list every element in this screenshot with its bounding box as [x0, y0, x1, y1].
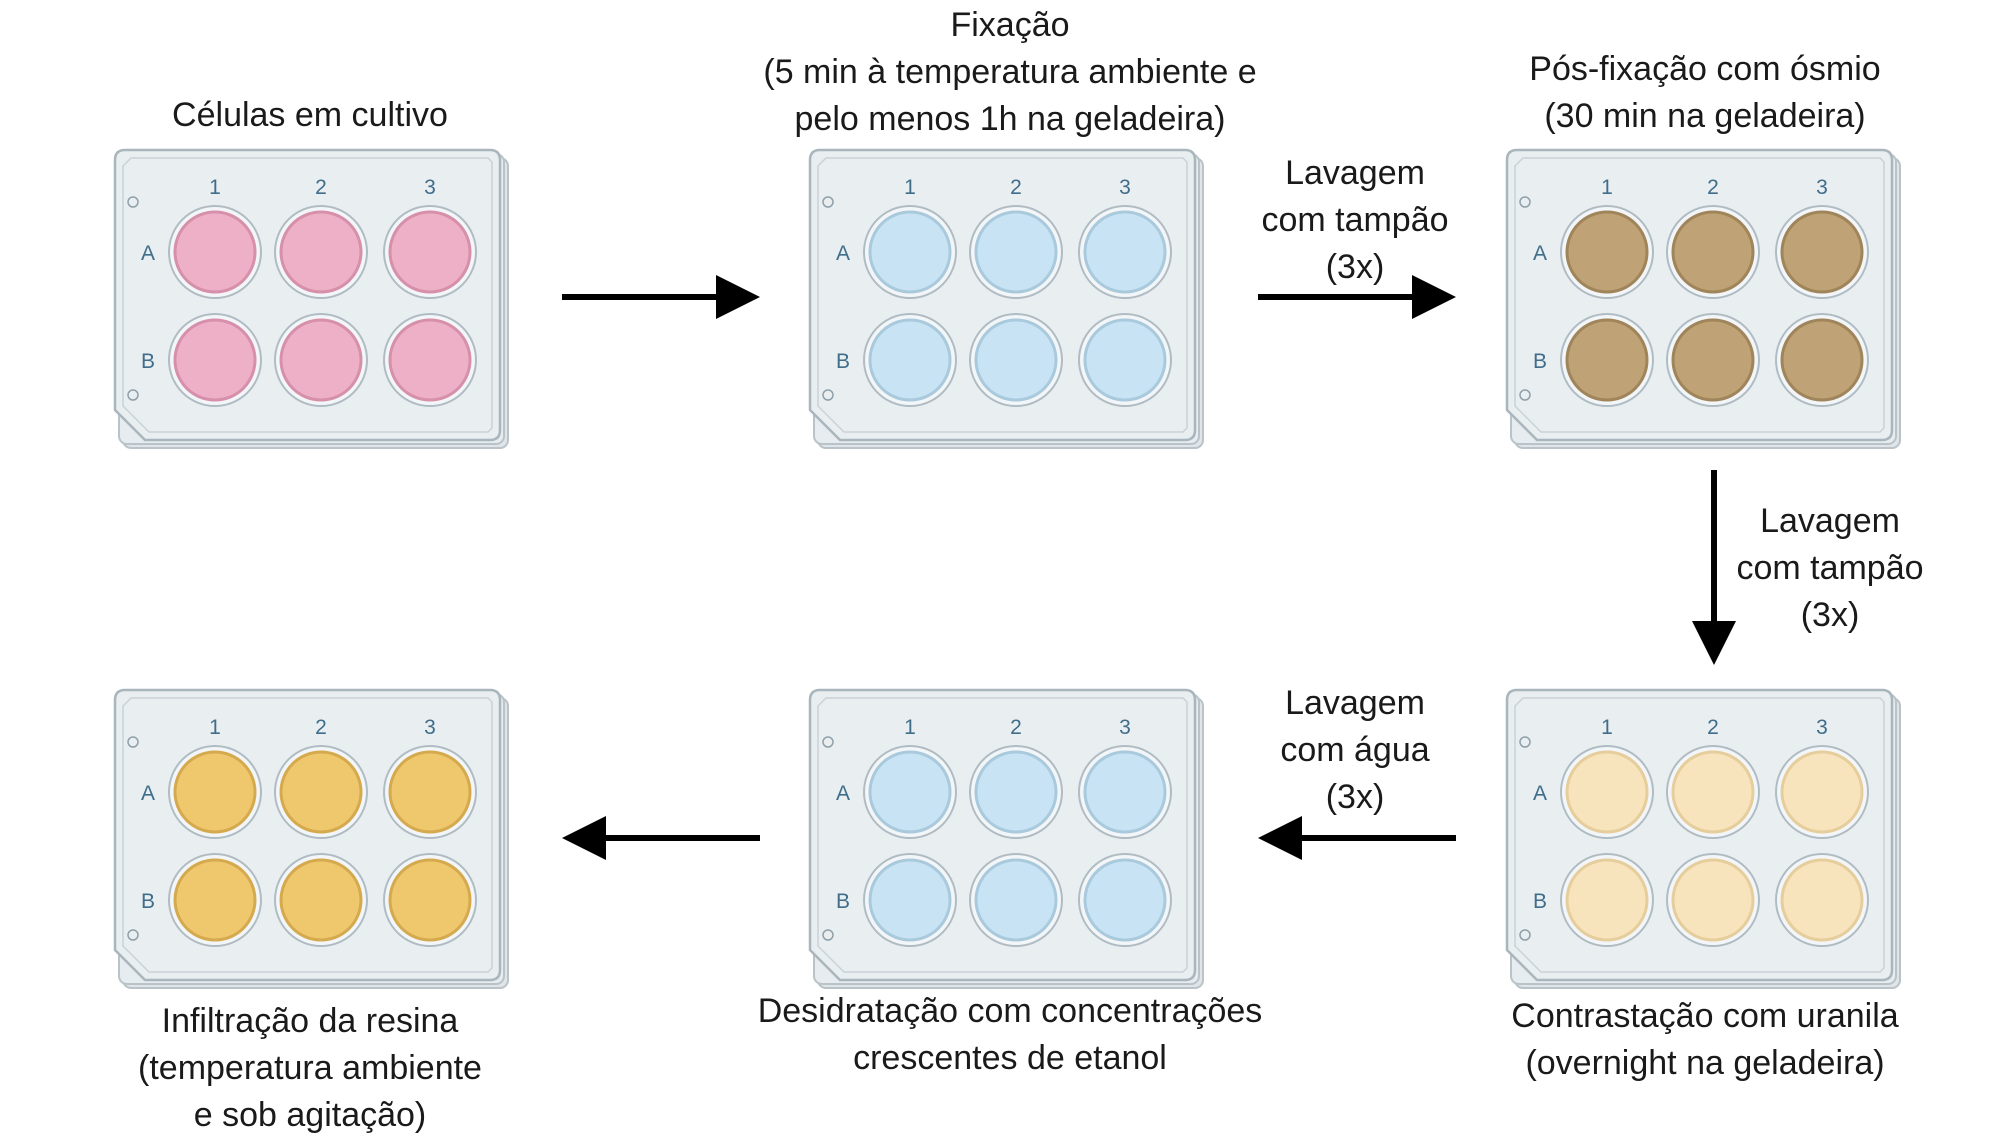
well: [274, 205, 368, 299]
column-label: 1: [209, 176, 221, 199]
well: [1560, 205, 1654, 299]
row-label: B: [1533, 890, 1547, 913]
plate-hole: [1519, 736, 1531, 748]
plate-hole: [1519, 929, 1531, 941]
column-label: 2: [1707, 716, 1719, 739]
well: [1078, 205, 1172, 299]
well: [863, 853, 957, 947]
arrow-left-1: [1258, 816, 1456, 860]
well: [1666, 205, 1760, 299]
arrow-right-1: [562, 275, 760, 319]
plate-hole: [127, 196, 139, 208]
arrow-down: [1692, 470, 1736, 665]
plate-hole: [1519, 389, 1531, 401]
row-label: B: [836, 890, 850, 913]
column-label: 3: [1119, 176, 1131, 199]
plate-hole: [127, 736, 139, 748]
well: [168, 745, 262, 839]
plate-hole: [822, 196, 834, 208]
well-plate-pos-fixacao: 1 2 3 A B: [1505, 148, 1901, 449]
well: [383, 205, 477, 299]
well: [383, 745, 477, 839]
well: [1666, 313, 1760, 407]
arrow-right-2: [1258, 275, 1456, 319]
well: [1078, 745, 1172, 839]
step-label-pos-fixacao: Pós-fixação com ósmio (30 min na geladei…: [1529, 50, 1881, 135]
row-label: A: [836, 782, 850, 805]
step-label-desidratacao: Desidratação com concentrações crescente…: [757, 992, 1263, 1077]
well: [168, 853, 262, 947]
well: [274, 853, 368, 947]
transition-label-t2: Lavagem com tampão (3x): [1261, 154, 1449, 286]
column-label: 1: [904, 716, 916, 739]
well: [383, 313, 477, 407]
well: [168, 205, 262, 299]
plate-hole: [822, 736, 834, 748]
well: [969, 205, 1063, 299]
transition-label-t3: Lavagem com tampão (3x): [1736, 502, 1924, 634]
step-label-infiltracao: Infiltração da resina (temperatura ambie…: [138, 1002, 482, 1134]
well: [1666, 745, 1760, 839]
well: [1078, 853, 1172, 947]
step-label-fixacao: Fixação (5 min à temperatura ambiente e …: [763, 6, 1257, 138]
well: [1775, 745, 1869, 839]
well: [969, 745, 1063, 839]
well: [969, 313, 1063, 407]
plate-hole: [822, 929, 834, 941]
well: [168, 313, 262, 407]
column-label: 3: [424, 716, 436, 739]
column-label: 1: [1601, 716, 1613, 739]
arrow-left-2: [562, 816, 760, 860]
well: [1666, 853, 1760, 947]
column-label: 1: [209, 716, 221, 739]
well-plate-desidratacao: 1 2 3 A B: [808, 688, 1204, 989]
well: [1775, 313, 1869, 407]
well: [969, 853, 1063, 947]
column-label: 3: [424, 176, 436, 199]
column-label: 3: [1816, 716, 1828, 739]
well: [383, 853, 477, 947]
row-label: B: [141, 890, 155, 913]
row-label: B: [141, 350, 155, 373]
well: [1775, 205, 1869, 299]
row-label: A: [1533, 782, 1547, 805]
column-label: 1: [1601, 176, 1613, 199]
row-label: A: [141, 242, 155, 265]
well-plate-cultura: 1 2 3 A B: [113, 148, 509, 449]
well: [274, 313, 368, 407]
row-label: A: [141, 782, 155, 805]
well-plate-fixacao: 1 2 3 A B: [808, 148, 1204, 449]
well: [1775, 853, 1869, 947]
column-label: 1: [904, 176, 916, 199]
well: [1078, 313, 1172, 407]
well: [1560, 853, 1654, 947]
well: [863, 205, 957, 299]
column-label: 2: [1010, 716, 1022, 739]
row-label: A: [1533, 242, 1547, 265]
well: [274, 745, 368, 839]
column-label: 3: [1119, 716, 1131, 739]
step-label-contrastacao: Contrastação com uranila (overnight na g…: [1511, 997, 1899, 1082]
column-label: 2: [1010, 176, 1022, 199]
plate-hole: [127, 929, 139, 941]
step-label-cultura: Células em cultivo: [172, 96, 448, 134]
well-plate-contrastacao: 1 2 3 A B: [1505, 688, 1901, 989]
column-label: 2: [315, 176, 327, 199]
plate-hole: [822, 389, 834, 401]
well: [863, 313, 957, 407]
well-plate-infiltracao: 1 2 3 A B: [113, 688, 509, 989]
plate-hole: [1519, 196, 1531, 208]
column-label: 3: [1816, 176, 1828, 199]
row-label: B: [1533, 350, 1547, 373]
row-label: B: [836, 350, 850, 373]
transition-label-t4: Lavagem com água (3x): [1280, 684, 1430, 816]
well: [863, 745, 957, 839]
plate-hole: [127, 389, 139, 401]
column-label: 2: [1707, 176, 1719, 199]
row-label: A: [836, 242, 850, 265]
well: [1560, 313, 1654, 407]
column-label: 2: [315, 716, 327, 739]
well: [1560, 745, 1654, 839]
